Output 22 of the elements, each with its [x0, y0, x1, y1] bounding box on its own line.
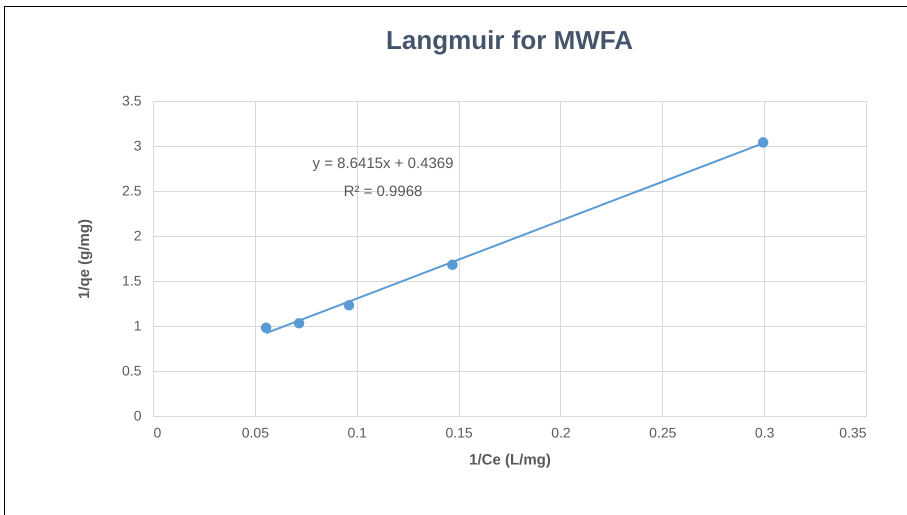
annotation: y = 8.6415x + 0.4369 [312, 155, 454, 172]
y-tick-label: 1 [134, 318, 142, 334]
annotation: R² = 0.9968 [344, 183, 422, 200]
y-axis-title: 1/qe (g/mg) [76, 218, 94, 300]
y-tick-label: 1.5 [122, 272, 142, 288]
x-tick-label: 0.25 [649, 424, 677, 440]
x-tick-label: 0.05 [242, 424, 270, 440]
x-axis-title: 1/Ce (L/mg) [469, 452, 551, 468]
y-tick-label: 0.5 [122, 362, 142, 378]
y-tick-label: 0 [134, 408, 142, 424]
x-tick-label: 0.15 [445, 424, 473, 440]
y-tick-label: 2.5 [122, 182, 142, 198]
point [260, 322, 272, 334]
y-tick-label: 2 [134, 228, 142, 244]
chart-title: Langmuir for MWFA [386, 25, 634, 55]
x-tick-label: 0 [154, 424, 162, 440]
x-tick-label: 0.1 [347, 424, 368, 440]
y-tick-label: 3 [134, 138, 142, 154]
x-tick-label: 0.35 [839, 424, 867, 440]
x-tick-label: 0.3 [754, 424, 775, 440]
x-tick-label: 0.2 [551, 424, 571, 440]
y-tick-label: 3.5 [122, 92, 142, 108]
